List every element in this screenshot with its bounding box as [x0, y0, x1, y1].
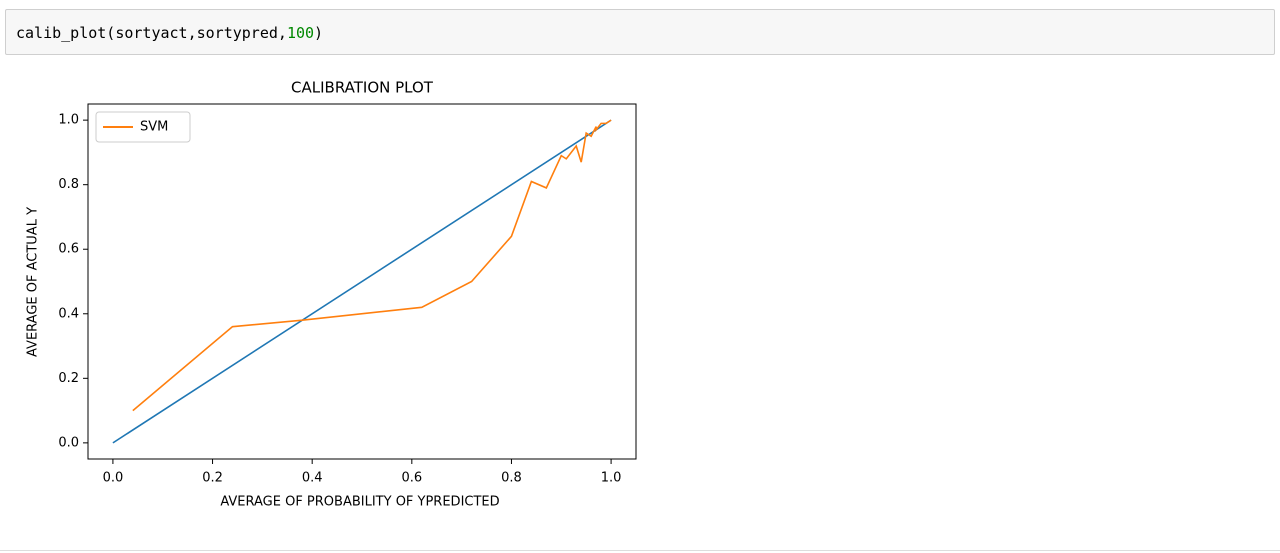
code-cell[interactable]: calib_plot(sortyact,sortypred,100)	[5, 9, 1275, 55]
code-number: 100	[286, 24, 315, 42]
legend-box	[95, 111, 191, 143]
legend-label: SVM	[140, 120, 168, 135]
chart-title: CALIBRATION PLOT	[291, 79, 434, 97]
y-axis-label: AVERAGE OF ACTUAL Y	[26, 207, 41, 357]
x-axis-label: AVERAGE OF PROBABILITY OF YPREDICTED	[220, 495, 499, 510]
x-tick-label: 0.4	[302, 471, 323, 486]
x-tick-label: 0.6	[401, 471, 422, 486]
separator	[0, 550, 1280, 551]
axes-frame	[87, 103, 637, 460]
y-tick-label: 0.0	[58, 435, 79, 450]
y-tick-label: 1.0	[58, 113, 79, 128]
y-tick-label: 0.2	[58, 371, 79, 386]
x-tick-label: 0.2	[202, 471, 223, 486]
code: )	[314, 24, 324, 42]
y-tick-label: 0.4	[58, 306, 79, 321]
line	[112, 119, 612, 444]
y-tick-label: 0.8	[58, 177, 79, 192]
x-tick-label: 0.8	[501, 471, 522, 486]
line	[132, 119, 612, 412]
x-tick-label: 0.0	[103, 471, 124, 486]
y-tick-label: 0.6	[58, 242, 79, 257]
x-tick-label: 1.0	[601, 471, 622, 486]
code: calib_plot(sortyact,sortypred,	[16, 24, 287, 42]
